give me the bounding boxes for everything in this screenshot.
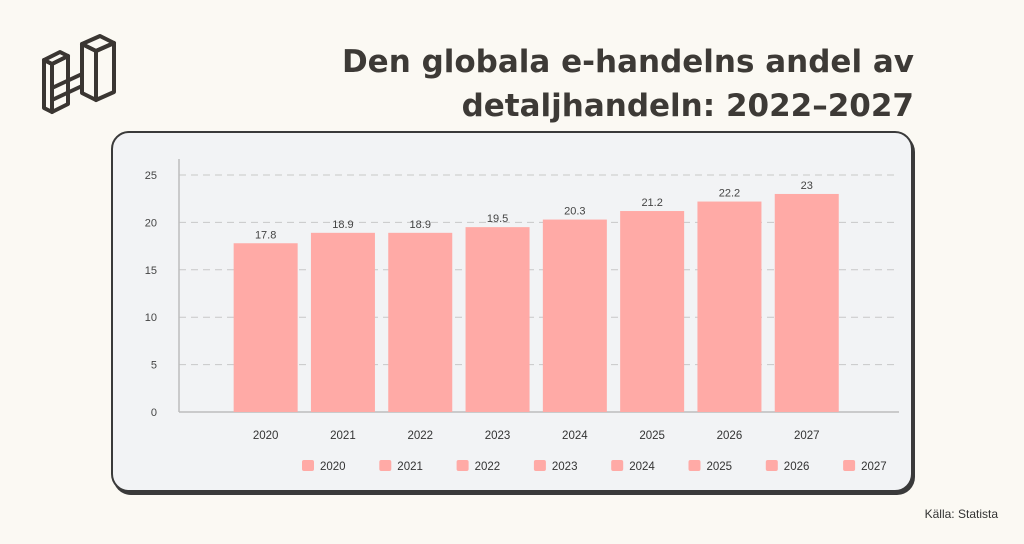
legend-label: 2025 [707,461,733,473]
y-tick-label: 15 [145,265,157,277]
data-label: 23 [801,180,813,192]
x-tick-label: 2020 [253,430,279,442]
h-block-logo [42,34,116,114]
y-tick-label: 25 [145,170,157,182]
data-label: 18.9 [410,219,431,231]
bar [388,232,453,412]
y-tick-label: 5 [151,360,157,372]
x-tick-label: 2026 [717,430,743,442]
chart-card: 0 5 10 15 20 25 17.8 2020 18.9 2021 18.9 2022 19.5 20… [111,131,913,492]
legend-label: 2027 [861,461,887,473]
legend-swatch [379,460,392,471]
data-label: 18.9 [332,219,353,231]
title-line-1: Den globala e-handelns andel av [341,44,914,80]
title-line-2: detaljhandeln: 2022–2027 [461,88,914,124]
legend-label: 2020 [320,461,346,473]
data-label: 22.2 [719,188,740,200]
data-label: 21.2 [641,197,662,209]
x-tick-label: 2025 [639,430,665,442]
legend-swatch [302,460,314,471]
y-tick-label: 0 [151,407,157,419]
legend-label: 2026 [784,461,810,473]
data-label: 17.8 [255,229,276,241]
x-tick-label: 2021 [330,430,356,442]
legend-label: 2024 [629,461,655,473]
legend-swatch [611,460,624,471]
legend-swatch [765,460,778,471]
legend-label: 2021 [397,461,423,473]
data-label: 19.5 [487,213,508,225]
bar-chart: 051015202517.8202018.9202118.9202219.520… [145,159,899,473]
bar [465,227,530,412]
legend-label: 2022 [475,461,501,473]
legend-swatch [688,460,701,471]
y-tick-label: 20 [145,217,157,229]
bar [542,219,607,412]
source-note: Källa: Statista [924,507,998,521]
x-tick-label: 2022 [407,430,433,442]
x-tick-label: 2023 [485,430,511,442]
legend-swatch [533,460,546,471]
legend-label: 2023 [552,461,578,473]
data-label: 20.3 [564,206,585,218]
bar [774,193,839,412]
legend-swatch [456,460,469,471]
bar [310,232,375,412]
bar [233,243,298,412]
page-title: Den globala e-handelns andel av detaljha… [342,40,914,128]
x-tick-label: 2027 [794,430,820,442]
bar [620,211,685,412]
legend-swatch [843,460,856,471]
bar [697,201,762,412]
y-tick-label: 10 [145,312,157,324]
x-tick-label: 2024 [562,430,588,442]
